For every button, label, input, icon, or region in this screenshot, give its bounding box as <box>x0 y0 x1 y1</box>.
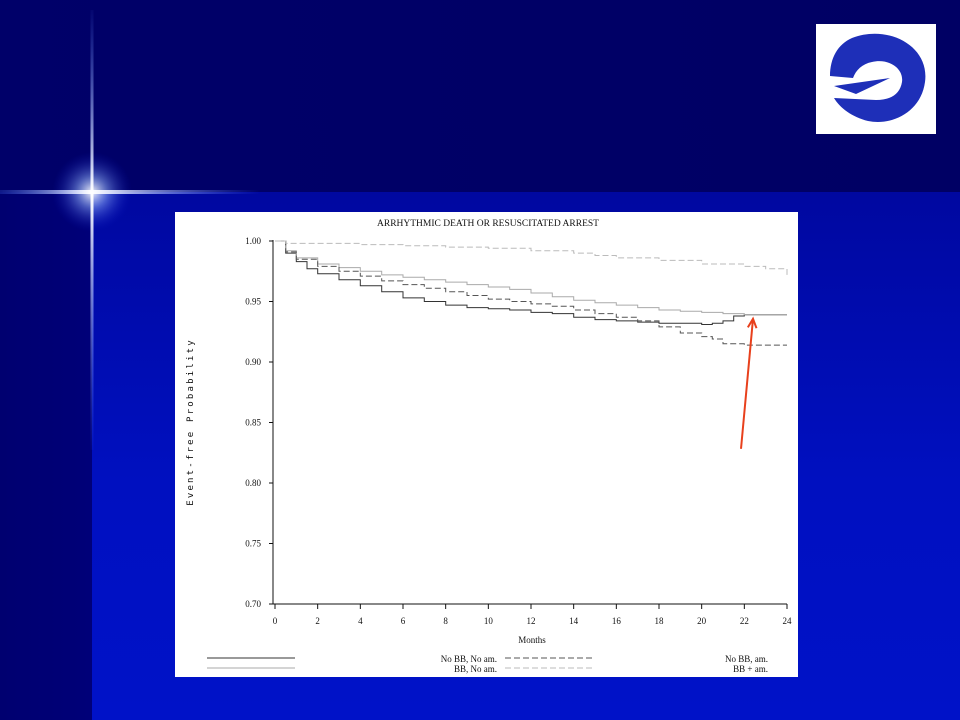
x-tick-group: 0 2 4 6 8 10 12 14 16 18 20 22 24 <box>273 604 792 626</box>
y-tick-label: 0.80 <box>245 478 261 488</box>
x-tick-label: 12 <box>527 616 536 626</box>
legend: No BB, No am.BB, No am. No BB, am.BB + am… <box>207 654 768 674</box>
y-tick-label: 0.75 <box>245 539 261 549</box>
x-tick-label: 20 <box>697 616 707 626</box>
x-tick-label: 8 <box>443 616 448 626</box>
series-line-1 <box>275 240 787 325</box>
legend-label-1: No BB, No am. <box>441 654 497 664</box>
y-tick-group: 0.70 0.75 0.80 0.85 0.90 0.95 1.00 <box>245 236 273 609</box>
legend-label-2: BB, No am. <box>454 664 497 674</box>
series-line-3 <box>275 240 787 346</box>
y-tick-label: 0.70 <box>245 599 261 609</box>
x-tick-label: 18 <box>655 616 665 626</box>
legend-label-4: BB + am. <box>733 664 768 674</box>
x-tick-label: 16 <box>612 616 622 626</box>
x-tick-label: 4 <box>358 616 363 626</box>
x-tick-label: 6 <box>401 616 406 626</box>
y-tick-label: 0.90 <box>245 357 261 367</box>
chart-panel: ARRHYTHMIC DEATH OR RESUSCITATED ARREST … <box>175 212 798 677</box>
x-tick-label: 2 <box>315 616 320 626</box>
legend-label-3: No BB, am. <box>725 654 768 664</box>
lens-flare-star-icon <box>0 10 260 450</box>
series-group <box>275 240 788 346</box>
x-tick-label: 22 <box>740 616 749 626</box>
y-tick-label: 0.95 <box>245 297 261 307</box>
series-line-4 <box>275 240 788 275</box>
kaplan-meier-chart: ARRHYTHMIC DEATH OR RESUSCITATED ARREST … <box>186 219 792 674</box>
x-tick-label: 0 <box>273 616 278 626</box>
x-tick-label: 10 <box>484 616 494 626</box>
y-tick-label: 1.00 <box>245 236 261 246</box>
y-axis-label: Event-free Probability <box>186 338 196 506</box>
x-tick-label: 24 <box>783 616 793 626</box>
y-tick-label: 0.85 <box>245 418 261 428</box>
left-sidebar-band <box>0 192 92 720</box>
x-axis-label: Months <box>518 635 546 645</box>
chart-title: ARRHYTHMIC DEATH OR RESUSCITATED ARREST <box>377 219 599 229</box>
header-band <box>0 0 960 192</box>
stylized-e-logo-icon <box>816 24 936 134</box>
x-tick-label: 14 <box>569 616 579 626</box>
